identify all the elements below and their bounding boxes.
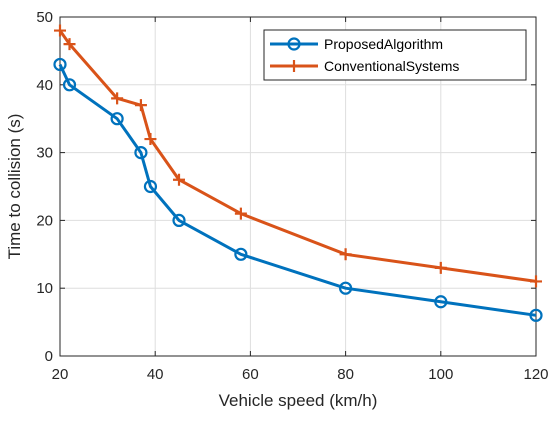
data-point <box>173 173 185 186</box>
data-point <box>172 213 186 227</box>
legend-label: ConventionalSystems <box>324 58 459 74</box>
data-point <box>62 78 77 92</box>
x-axis-label: Vehicle speed (km/h) <box>219 391 378 410</box>
x-tick-label: 100 <box>428 366 453 383</box>
x-tick-label: 20 <box>52 366 69 383</box>
y-axis-label: Time to collision (s) <box>5 114 24 260</box>
legend-label: ProposedAlgorithm <box>324 36 443 52</box>
series-group <box>53 24 543 322</box>
y-tick-label: 10 <box>36 280 53 297</box>
legend-entry: ProposedAlgorithm <box>270 36 443 52</box>
data-point <box>530 275 542 288</box>
x-tick-label: 120 <box>523 366 548 383</box>
y-tick-label: 50 <box>36 9 53 26</box>
series-line <box>58 29 537 283</box>
data-point <box>63 38 76 51</box>
y-tick-label: 30 <box>36 145 53 162</box>
data-point <box>110 112 124 126</box>
legend-entry: ConventionalSystems <box>270 58 459 74</box>
data-point <box>434 261 447 274</box>
y-tick-label: 40 <box>36 77 53 94</box>
data-point <box>339 248 352 261</box>
data-point <box>234 247 248 261</box>
legend-marker <box>288 60 300 72</box>
data-point <box>144 133 157 146</box>
x-tick-label: 40 <box>147 366 164 383</box>
y-tick-label: 20 <box>36 212 53 229</box>
data-point <box>434 295 448 309</box>
data-point <box>134 99 147 112</box>
plot-area <box>59 16 537 357</box>
data-point <box>529 308 543 322</box>
series-conventional-systems <box>54 24 542 288</box>
series-proposed-algorithm <box>53 57 543 322</box>
data-point <box>111 92 124 105</box>
legend-marker <box>287 37 301 51</box>
legend-box <box>263 29 527 81</box>
axis-ticks: 20 40 60 80 100 120 0 10 20 30 40 50 <box>36 9 548 383</box>
y-tick-label: 0 <box>45 348 53 365</box>
series-line <box>58 63 537 317</box>
data-point <box>54 24 66 37</box>
data-point <box>134 146 148 160</box>
legend: ProposedAlgorithm ConventionalSystems <box>263 29 527 81</box>
data-point <box>339 281 353 295</box>
data-point <box>234 207 247 220</box>
data-point <box>53 57 67 72</box>
data-point <box>143 179 158 194</box>
x-tick-label: 60 <box>242 366 259 383</box>
x-tick-label: 80 <box>337 366 354 383</box>
